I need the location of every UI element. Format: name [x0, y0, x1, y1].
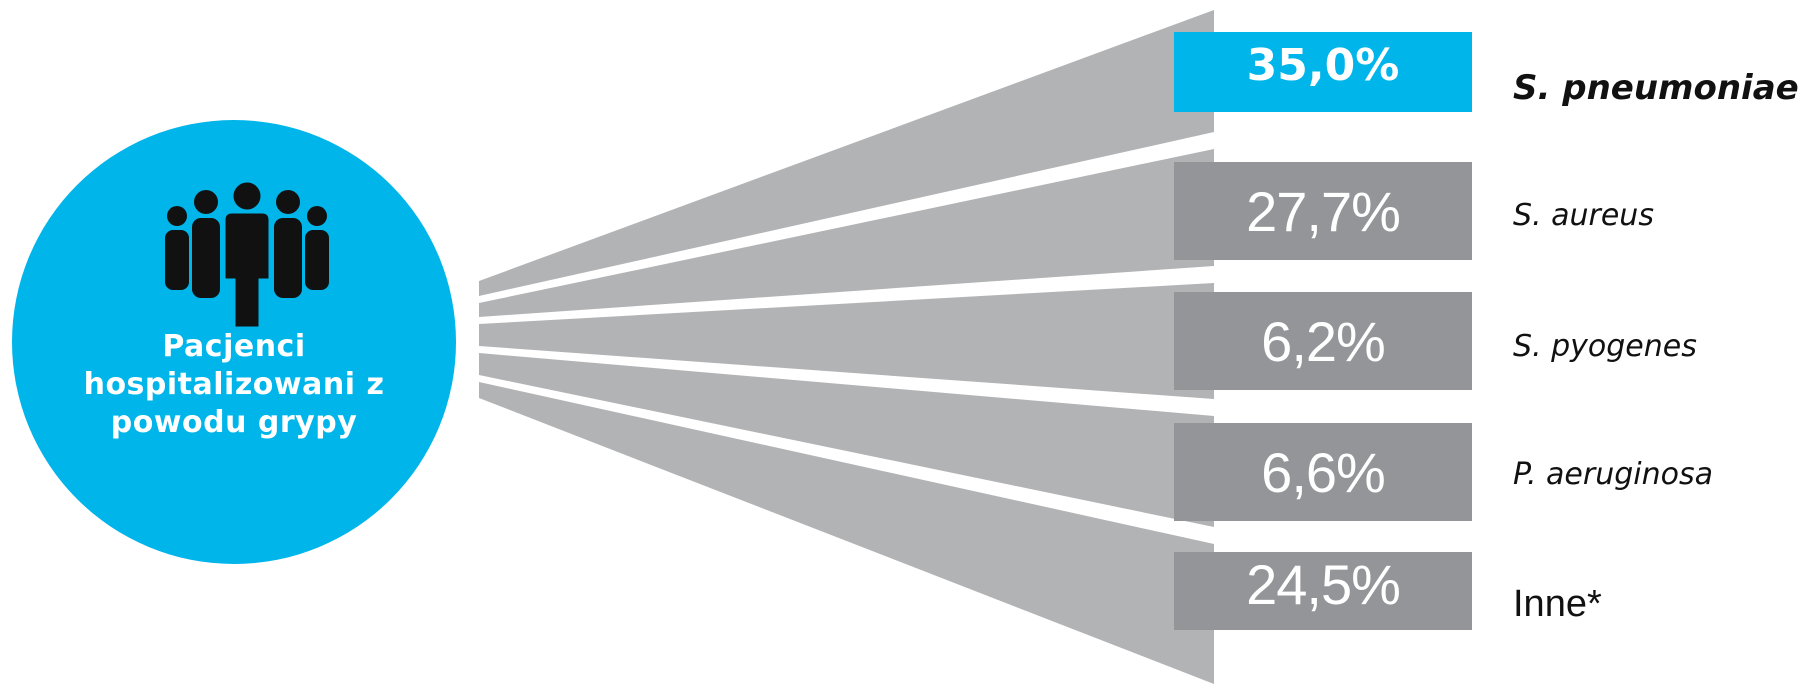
label-5: Inne* — [1513, 583, 1602, 625]
value-box-1: 35,0% — [1174, 32, 1472, 112]
people-group-icon — [165, 180, 329, 330]
patients-circle: Pacjenci hospitalizowani z powodu grypy — [12, 120, 456, 564]
wedge-4 — [479, 353, 1214, 527]
label-1: S. pneumoniae — [1513, 68, 1799, 108]
value-box-3: 6,2% — [1174, 292, 1472, 390]
value-box-4: 6,6% — [1174, 423, 1472, 521]
circle-label-line-3: powodu grypy — [110, 405, 358, 440]
value-box-5: 24,5% — [1174, 552, 1472, 630]
label-3: S. pyogenes — [1513, 329, 1697, 364]
wedge-2 — [479, 149, 1214, 317]
wedge-1 — [479, 10, 1214, 296]
circle-label-line-2: hospitalizowani z — [83, 367, 385, 402]
label-2: S. aureus — [1513, 198, 1654, 233]
label-4: P. aeruginosa — [1513, 457, 1713, 492]
wedge-3 — [479, 283, 1214, 399]
value-box-2: 27,7% — [1174, 162, 1472, 260]
circle-label: Pacjenci hospitalizowani z powodu grypy — [42, 328, 426, 442]
wedge-5 — [479, 382, 1214, 684]
circle-label-line-1: Pacjenci — [162, 329, 306, 364]
